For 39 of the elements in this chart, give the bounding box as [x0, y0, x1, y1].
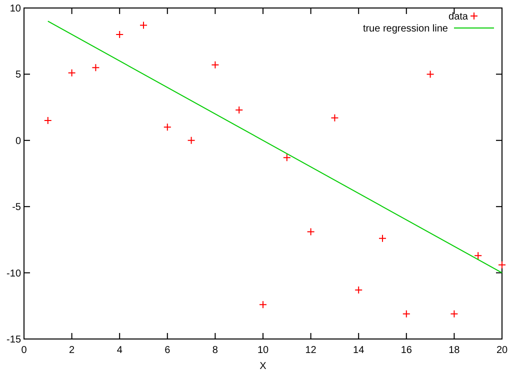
point: [235, 106, 244, 114]
point: [450, 310, 458, 318]
x-tick-label: 12: [305, 345, 317, 356]
y-tick-label: 10: [10, 4, 22, 14]
point: [68, 68, 76, 77]
point: [282, 154, 291, 162]
x-tick-label: 16: [400, 345, 412, 356]
point: [116, 30, 124, 38]
point: [498, 260, 506, 269]
y-tick-label: -5: [12, 202, 22, 214]
point: [44, 116, 52, 125]
x-axis-title: X: [260, 361, 267, 372]
point: [378, 234, 386, 242]
x-tick-label: 14: [353, 345, 365, 356]
x-tick-label: 6: [164, 345, 171, 356]
legend-label: data: [448, 12, 468, 22]
legend-label: true regression line: [362, 24, 448, 34]
point: [211, 60, 220, 69]
point: [426, 70, 434, 78]
point: [187, 136, 196, 144]
point: [163, 123, 172, 132]
x-tick-label: 10: [257, 345, 269, 356]
x-tick-label: 20: [496, 345, 508, 356]
x-tick-label: 18: [448, 345, 460, 356]
x-tick-label: 8: [212, 345, 218, 356]
x-tick-label: 2: [69, 345, 76, 356]
x-tick-label: 4: [116, 345, 123, 356]
y-tick-label: 5: [15, 70, 22, 81]
point: [330, 114, 339, 122]
y-tick-label: -10: [6, 268, 22, 280]
point: [354, 286, 363, 294]
point: [306, 228, 315, 236]
point: [402, 310, 410, 318]
point: [259, 300, 267, 309]
point: [92, 64, 100, 72]
point: [474, 252, 482, 260]
y-tick-label: -15: [6, 334, 22, 346]
point: [140, 21, 148, 30]
y-tick-label: 0: [15, 136, 22, 147]
